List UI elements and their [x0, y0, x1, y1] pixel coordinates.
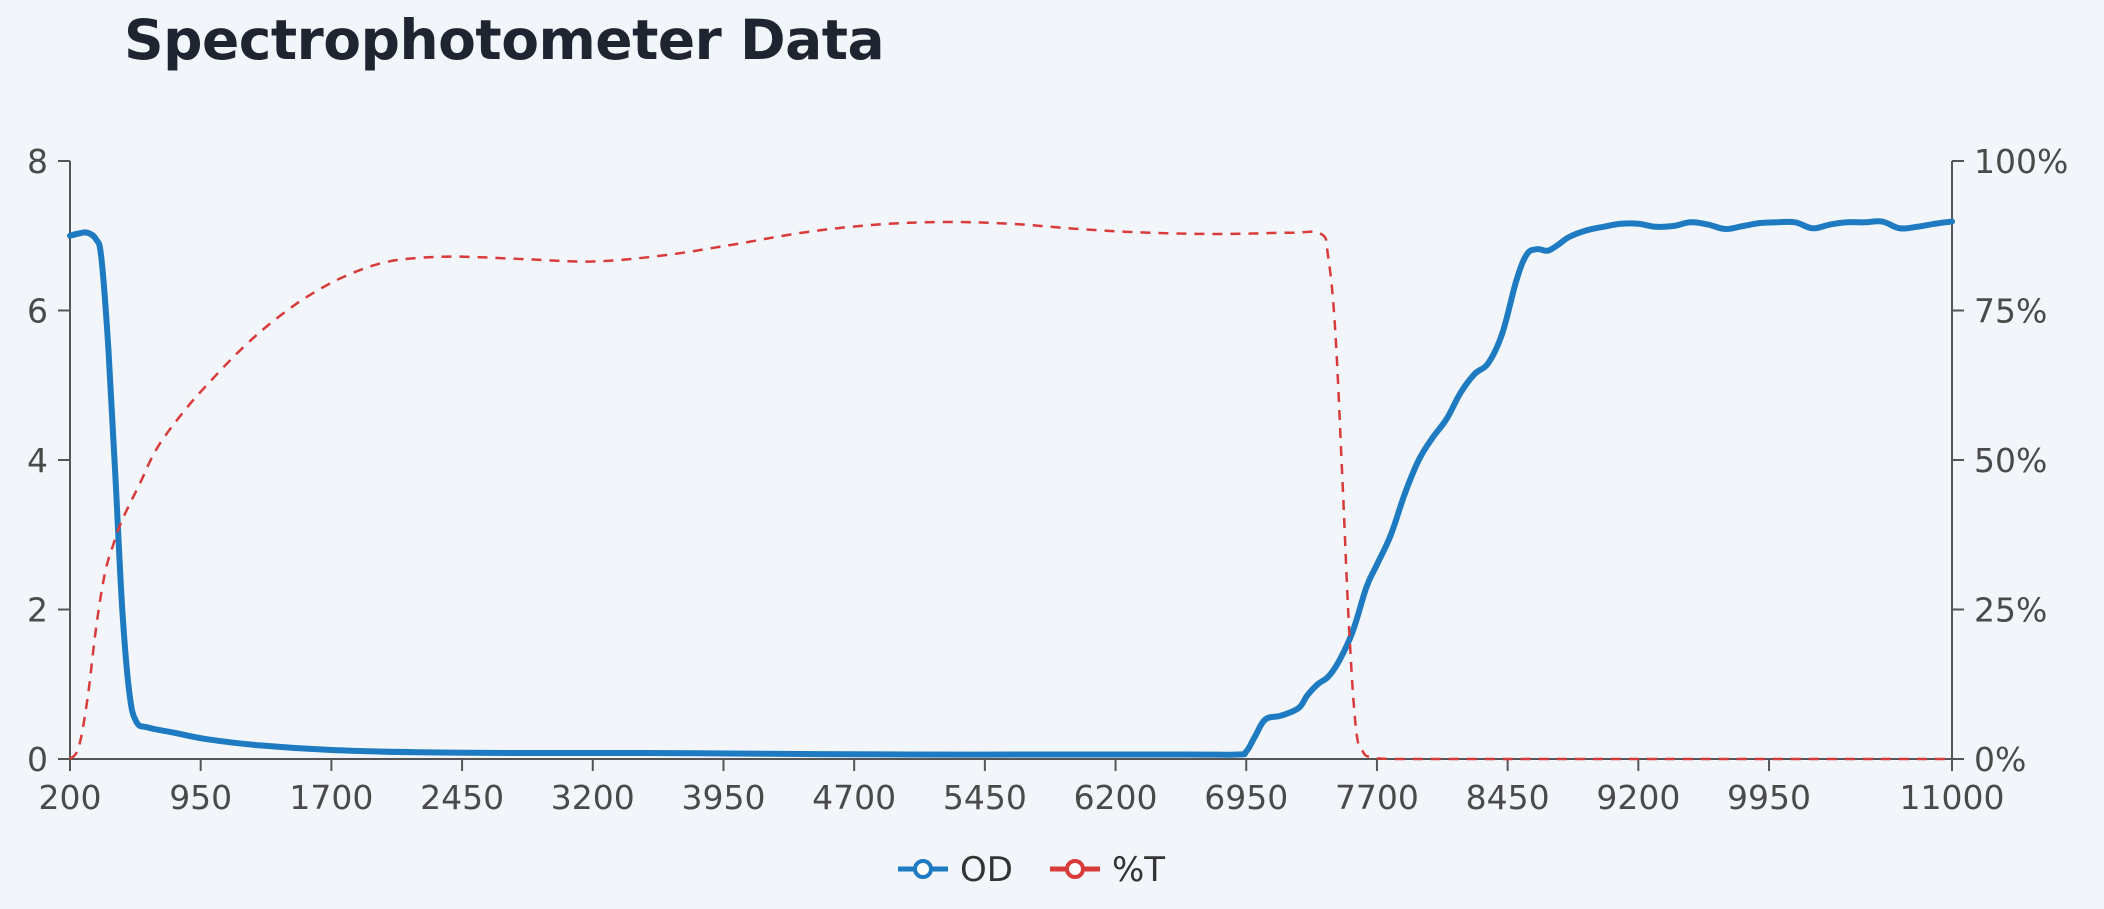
x-tick-label: 11000 — [1900, 778, 2005, 817]
y-tick-label: 0 — [27, 740, 48, 779]
series-line-t — [68, 220, 1952, 761]
x-tick-label: 9950 — [1727, 778, 1811, 817]
y2-tick-label: 25% — [1974, 591, 2047, 630]
x-tick-label: 5450 — [943, 778, 1027, 817]
x-tick-label: 2450 — [420, 778, 504, 817]
x-tick-label: 1700 — [289, 778, 373, 817]
legend-swatch-marker — [913, 859, 933, 879]
legend-item: OD — [898, 850, 1013, 890]
series-group — [67, 218, 1955, 761]
legend-label: %T — [1112, 850, 1165, 890]
x-tick-label: 8450 — [1466, 778, 1550, 817]
y2-tick-label: 0% — [1974, 740, 2026, 779]
y-tick-label: 8 — [27, 142, 48, 181]
x-tick-label: 4700 — [812, 778, 896, 817]
x-tick-label: 6200 — [1074, 778, 1158, 817]
x-tick-label: 7700 — [1335, 778, 1419, 817]
chart-title: Spectrophotometer Data — [124, 8, 885, 72]
legend-swatch-marker — [1065, 859, 1085, 879]
y2-tick-label: 50% — [1974, 441, 2047, 480]
y-tick-label: 2 — [27, 591, 48, 630]
legend: OD %T — [898, 850, 1165, 890]
legend-item: %T — [1050, 850, 1165, 890]
x-tick-label: 3950 — [681, 778, 765, 817]
x-tick-label: 6950 — [1204, 778, 1288, 817]
y2-tick-label: 100% — [1974, 142, 2068, 181]
y-tick-label: 4 — [27, 441, 48, 480]
axes-group — [69, 161, 1953, 760]
x-tick-label: 200 — [39, 778, 102, 817]
x-tick-label: 950 — [169, 778, 232, 817]
x-tick-label: 3200 — [551, 778, 635, 817]
ticks-group: 200 950 1700 2450 3200 3950 4700 5450 6200 6950 77… — [27, 142, 2068, 817]
series-line-od — [67, 218, 1955, 758]
legend-label: OD — [960, 850, 1013, 890]
x-tick-label: 9200 — [1596, 778, 1680, 817]
y2-tick-label: 75% — [1974, 292, 2047, 331]
y-tick-label: 6 — [27, 292, 48, 331]
